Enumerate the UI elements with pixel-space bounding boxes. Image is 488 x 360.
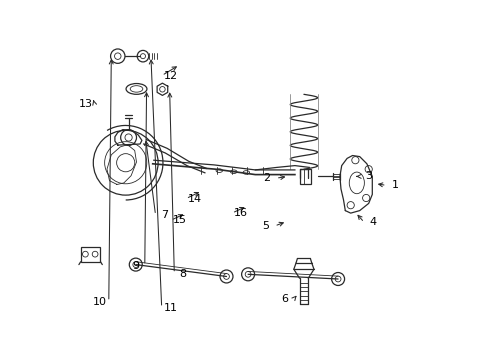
Text: 1: 1 xyxy=(391,180,398,190)
FancyBboxPatch shape xyxy=(81,247,101,262)
Text: 6: 6 xyxy=(281,294,288,304)
Text: 13: 13 xyxy=(78,99,92,109)
Text: 7: 7 xyxy=(161,210,168,220)
Text: 9: 9 xyxy=(132,261,139,271)
Text: 14: 14 xyxy=(187,194,202,204)
Text: 15: 15 xyxy=(172,215,186,225)
Text: 8: 8 xyxy=(180,269,186,279)
Text: 5: 5 xyxy=(262,221,268,231)
FancyBboxPatch shape xyxy=(299,169,310,184)
Text: 10: 10 xyxy=(93,297,106,307)
Text: 4: 4 xyxy=(369,217,376,228)
Text: 12: 12 xyxy=(163,71,178,81)
Text: 3: 3 xyxy=(365,171,371,181)
Text: 16: 16 xyxy=(233,208,247,218)
Text: 11: 11 xyxy=(163,303,177,313)
Text: 2: 2 xyxy=(263,173,270,183)
